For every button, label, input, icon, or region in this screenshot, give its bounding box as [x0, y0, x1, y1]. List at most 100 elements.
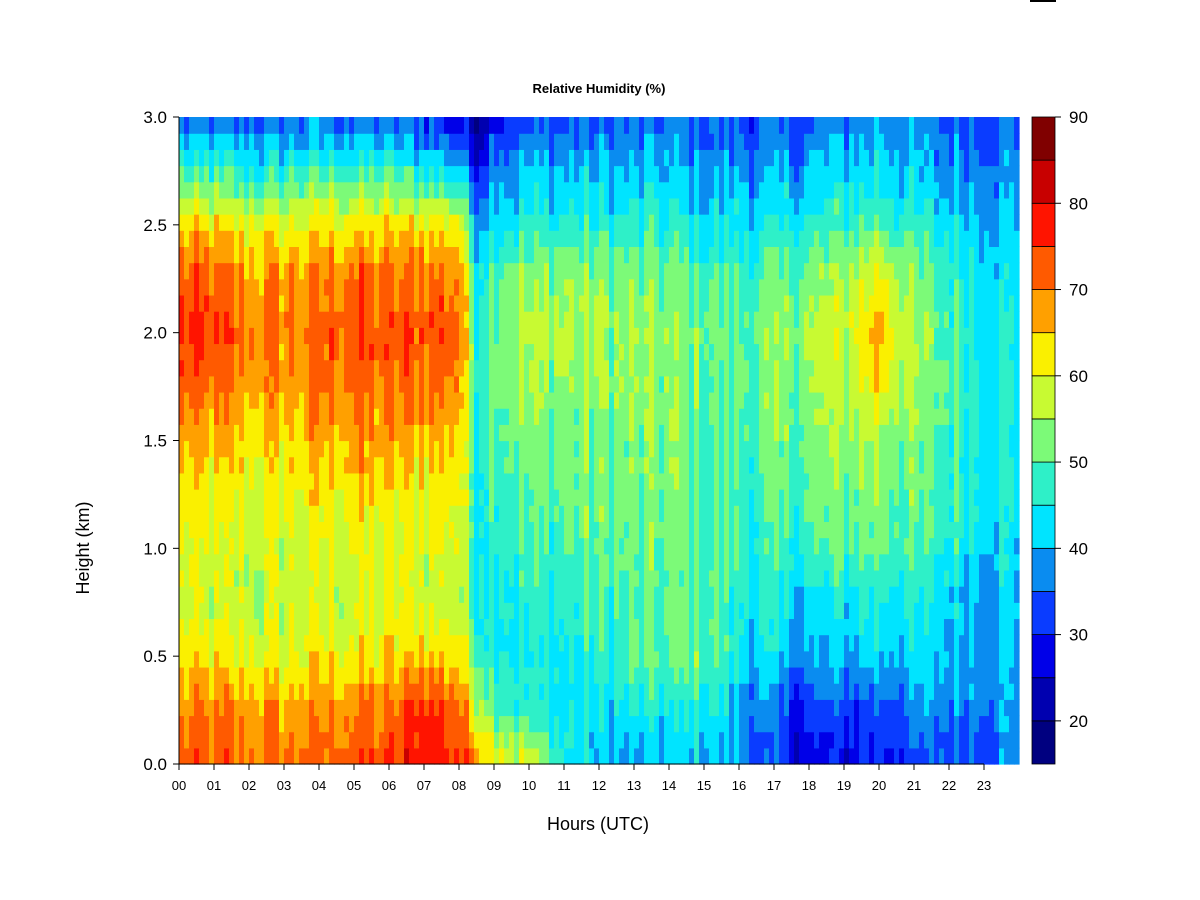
heatmap-cell — [544, 472, 550, 490]
heatmap-cell — [509, 586, 515, 603]
heatmap-cell — [689, 230, 695, 248]
heatmap-cell — [414, 440, 420, 458]
heatmap-cell — [629, 505, 635, 522]
heatmap-cell — [289, 294, 295, 312]
heatmap-cell — [614, 408, 620, 425]
heatmap-cell — [554, 311, 560, 328]
heatmap-cell — [489, 537, 495, 555]
heatmap-cell — [359, 505, 365, 522]
heatmap-cell — [379, 408, 385, 425]
heatmap-cell — [259, 117, 265, 134]
heatmap-cell — [559, 165, 565, 183]
heatmap-cell — [254, 359, 260, 377]
heatmap-cell — [264, 149, 270, 167]
heatmap-cell — [474, 408, 480, 425]
heatmap-cell — [334, 117, 340, 134]
heatmap-cell — [664, 634, 670, 652]
heatmap-cell — [224, 715, 230, 733]
heatmap-cell — [489, 424, 495, 442]
heatmap-cell — [479, 391, 485, 409]
heatmap-cell — [639, 311, 645, 328]
heatmap-cell — [239, 375, 245, 393]
heatmap-cell — [609, 181, 615, 199]
heatmap-cell — [614, 149, 620, 167]
heatmap-cell — [509, 408, 515, 425]
heatmap-cell — [774, 569, 780, 587]
heatmap-cell — [284, 424, 290, 442]
heatmap-cell — [434, 343, 440, 361]
heatmap-cell — [604, 278, 610, 296]
heatmap-cell — [524, 375, 530, 393]
heatmap-cell — [539, 391, 545, 409]
heatmap-cell — [714, 521, 720, 539]
heatmap-cell — [574, 683, 580, 700]
heatmap-cell — [654, 537, 660, 555]
heatmap-cell — [559, 375, 565, 393]
heatmap-cell — [394, 731, 400, 749]
heatmap-cell — [469, 408, 475, 425]
heatmap-cell — [324, 214, 330, 231]
heatmap-cell — [194, 553, 200, 571]
heatmap-cell — [739, 521, 745, 539]
heatmap-cell — [229, 197, 235, 215]
heatmap-cell — [709, 343, 715, 361]
heatmap-cell — [599, 715, 605, 733]
heatmap-cell — [704, 569, 710, 587]
heatmap-cell — [714, 359, 720, 377]
heatmap-cell — [484, 424, 490, 442]
heatmap-cell — [489, 311, 495, 328]
heatmap-cell — [494, 472, 500, 490]
heatmap-cell — [279, 133, 285, 150]
heatmap-cell — [399, 408, 405, 425]
heatmap-cell — [574, 747, 580, 765]
heatmap-cell — [549, 553, 555, 571]
heatmap-cell — [614, 197, 620, 215]
heatmap-cell — [584, 294, 590, 312]
heatmap-cell — [179, 456, 185, 474]
heatmap-cell — [284, 683, 290, 700]
heatmap-cell — [274, 294, 280, 312]
heatmap-cell — [684, 117, 690, 134]
heatmap-cell — [679, 375, 685, 393]
heatmap-cell — [574, 569, 580, 587]
heatmap-cell — [769, 634, 775, 652]
heatmap-cell — [759, 359, 765, 377]
heatmap-cell — [349, 489, 355, 506]
heatmap-cell — [244, 294, 250, 312]
heatmap-cell — [464, 278, 470, 296]
heatmap-cell — [634, 489, 640, 506]
heatmap-cell — [724, 197, 730, 215]
heatmap-cell — [674, 197, 680, 215]
heatmap-cell — [754, 440, 760, 458]
heatmap-cell — [764, 586, 770, 603]
heatmap-cell — [644, 246, 650, 264]
heatmap-cell — [494, 553, 500, 571]
heatmap-cell — [664, 117, 670, 134]
heatmap-cell — [514, 343, 520, 361]
heatmap-cell — [784, 311, 790, 328]
heatmap-cell — [549, 440, 555, 458]
heatmap-cell — [289, 553, 295, 571]
heatmap-cell — [614, 311, 620, 328]
heatmap-cell — [639, 569, 645, 587]
heatmap-cell — [194, 133, 200, 150]
heatmap-cell — [274, 650, 280, 668]
heatmap-cell — [224, 569, 230, 587]
heatmap-cell — [679, 505, 685, 522]
heatmap-cell — [794, 133, 800, 150]
heatmap-cell — [189, 489, 195, 506]
heatmap-cell — [534, 521, 540, 539]
heatmap-cell — [744, 230, 750, 248]
heatmap-cell — [224, 214, 230, 231]
heatmap-cell — [514, 197, 520, 215]
heatmap-cell — [714, 731, 720, 749]
heatmap-cell — [554, 747, 560, 765]
heatmap-cell — [679, 359, 685, 377]
heatmap-cell — [219, 230, 225, 248]
heatmap-cell — [439, 505, 445, 522]
heatmap-cell — [239, 391, 245, 409]
heatmap-cell — [714, 294, 720, 312]
heatmap-cell — [304, 650, 310, 668]
heatmap-cell — [714, 505, 720, 522]
heatmap-cell — [359, 165, 365, 183]
